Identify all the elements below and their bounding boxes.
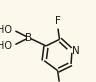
Text: HO: HO: [0, 25, 12, 35]
Text: F: F: [55, 16, 61, 26]
Text: B: B: [25, 33, 32, 43]
Text: HO: HO: [0, 41, 12, 51]
Text: N: N: [72, 46, 80, 56]
